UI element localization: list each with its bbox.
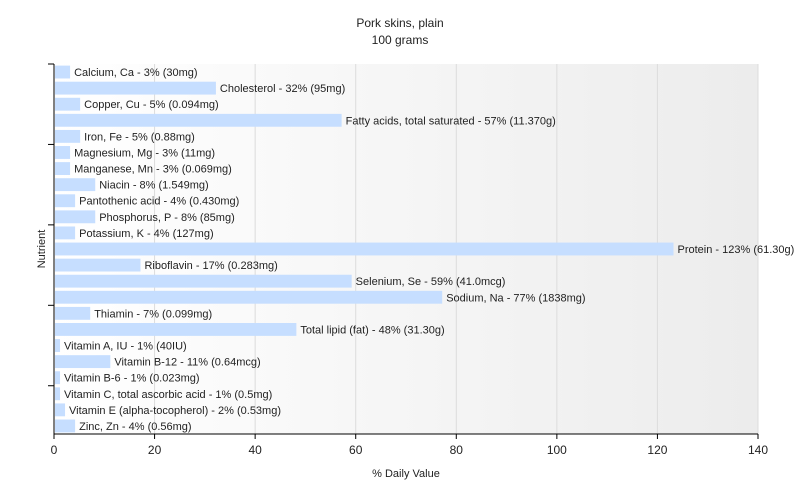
bar <box>55 339 61 352</box>
x-tick-label: 80 <box>450 443 464 457</box>
bar <box>55 403 66 417</box>
x-tick-label: 140 <box>748 443 768 457</box>
bar <box>55 274 352 288</box>
chart-subtitle: 100 grams <box>372 33 429 47</box>
bar-label: Pantothenic acid - 4% (0.430mg) <box>79 196 239 208</box>
x-tick-label: 40 <box>248 443 262 457</box>
bar-label: Calcium, Ca - 3% (30mg) <box>74 67 197 79</box>
bar <box>55 65 71 79</box>
bar <box>55 97 81 111</box>
x-axis-label: % Daily Value <box>372 468 440 480</box>
bar-label: Selenium, Se - 59% (41.0mcg) <box>356 276 506 288</box>
bar-label: Cholesterol - 32% (95mg) <box>220 83 345 95</box>
bar <box>55 162 71 175</box>
bar <box>55 355 111 369</box>
x-tick-label: 120 <box>647 443 667 457</box>
bar-label: Phosphorus, P - 8% (85mg) <box>99 212 235 224</box>
bar-label: Zinc, Zn - 4% (0.56mg) <box>79 421 191 433</box>
bar-labels: Calcium, Ca - 3% (30mg) Cholesterol - 32%… <box>64 67 794 433</box>
bar-label: Vitamin E (alpha-tocopherol) - 2% (0.53m… <box>69 405 281 417</box>
bar <box>55 113 342 127</box>
bar-label: Potassium, K - 4% (127mg) <box>79 228 214 240</box>
chart-title: Pork skins, plain <box>356 16 443 30</box>
x-tick-label: 20 <box>148 443 162 457</box>
bar <box>55 290 443 304</box>
bar <box>55 323 297 336</box>
bar <box>55 129 81 143</box>
bar-label: Iron, Fe - 5% (0.88mg) <box>84 131 195 143</box>
y-axis-label: Nutrient <box>36 230 48 269</box>
bar-label: Vitamin C, total ascorbic acid - 1% (0.5… <box>64 389 272 401</box>
bar-label: Magnesium, Mg - 3% (11mg) <box>74 147 215 159</box>
bar-label: Total lipid (fat) - 48% (31.30g) <box>300 324 444 336</box>
bar <box>55 226 76 240</box>
bar-label: Sodium, Na - 77% (1838mg) <box>446 292 585 304</box>
bars <box>55 65 674 433</box>
x-tick-label: 0 <box>51 443 58 457</box>
bar <box>55 210 96 224</box>
bar <box>55 81 216 95</box>
bar <box>55 419 76 433</box>
bar <box>55 146 71 159</box>
bar <box>55 194 76 208</box>
bar <box>55 306 91 320</box>
x-tick-label: 100 <box>547 443 567 457</box>
bar <box>55 258 141 272</box>
bar-label: Riboflavin - 17% (0.283mg) <box>144 260 277 272</box>
bar-label: Vitamin A, IU - 1% (40IU) <box>64 341 187 353</box>
bar-label: Copper, Cu - 5% (0.094mg) <box>84 99 219 111</box>
axes: 0 20 40 60 80 100 120 140 <box>48 63 768 457</box>
bar <box>55 178 96 192</box>
x-tick-label: 60 <box>349 443 363 457</box>
bar-label: Thiamin - 7% (0.099mg) <box>94 308 212 320</box>
bar-label: Manganese, Mn - 3% (0.069mg) <box>74 164 232 176</box>
bar-label: Fatty acids, total saturated - 57% (11.3… <box>346 115 556 127</box>
bar <box>55 387 61 401</box>
bar <box>55 242 674 256</box>
bar-label: Niacin - 8% (1.549mg) <box>99 180 208 192</box>
bar-label: Protein - 123% (61.30g) <box>678 244 795 256</box>
bar-label: Vitamin B-6 - 1% (0.023mg) <box>64 373 200 385</box>
bar <box>55 371 61 385</box>
bar-label: Vitamin B-12 - 11% (0.64mcg) <box>114 357 260 369</box>
